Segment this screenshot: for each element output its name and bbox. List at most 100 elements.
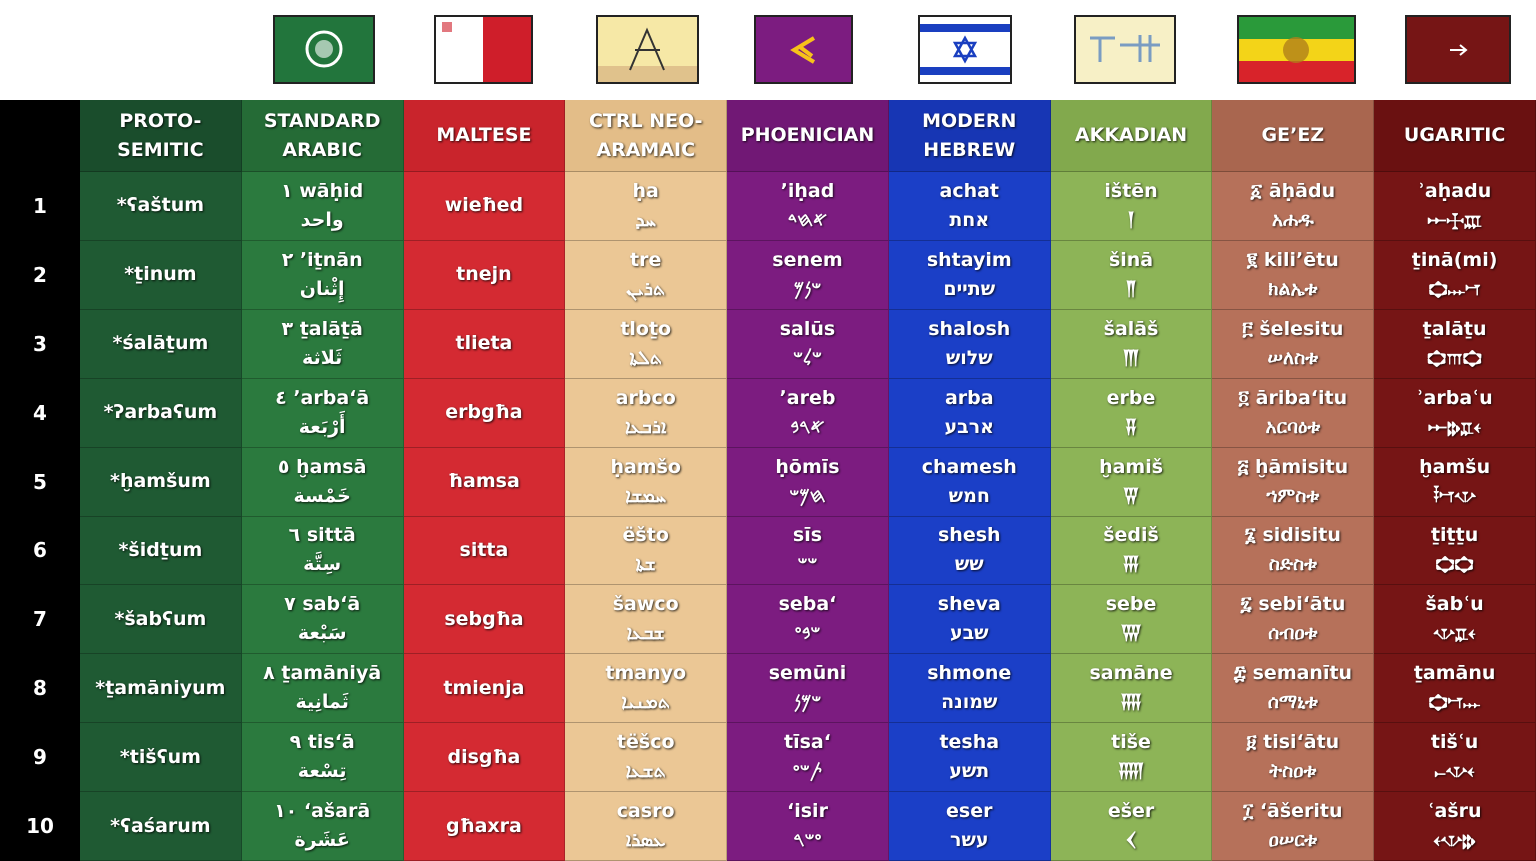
column-header: PHOENICIAN (727, 100, 889, 172)
word-cell: tmanyo ܬܡܢܝܐ (565, 654, 728, 724)
row-number: 10 (0, 792, 80, 861)
native-script: שלוש (945, 346, 993, 369)
native-script: ትስዐቱ (1269, 760, 1317, 783)
word-cell: erbgħa (403, 378, 566, 448)
numbers-table: PROTO- SEMITIC STANDARD ARABIC MALTESE CTRL N… (0, 100, 1536, 861)
flag-arab-league (273, 15, 375, 84)
native-script: ክልኤቱ (1268, 277, 1318, 300)
transliteration: ١ wāḥid (281, 179, 364, 202)
transliteration: ٣ ṯalāṯā (281, 317, 363, 340)
native-script: 𐎓𐎌𐎗 (1433, 829, 1476, 852)
transliteration: ʿašru (1427, 800, 1482, 823)
word-cell: tloṯo ܬܠܬܐ (565, 309, 728, 379)
word-cell: ṯinā(mi) 𐎘𐎐𐎎 (1374, 240, 1536, 310)
native-script: שתיים (943, 277, 996, 300)
transliteration: ṯamānu (1413, 662, 1496, 685)
word-cell: ፩ āḥādu አሐዱ (1212, 172, 1375, 241)
word-cell: ëšto ܫܬܐ (565, 516, 728, 586)
transliteration: *šidṯum (118, 538, 203, 561)
transliteration: sheva (937, 593, 1001, 616)
native-script: واحد (300, 208, 344, 231)
transliteration: senem (772, 248, 843, 271)
header-text: CTRL NEO- (588, 109, 703, 132)
native-script: 𒐉 (1124, 415, 1138, 438)
native-script: ܬܫܥܐ (625, 760, 666, 783)
header-text: PHOENICIAN (740, 124, 875, 146)
column-header: AKKADIAN (1050, 100, 1213, 172)
transliteration: ḫamiš (1099, 455, 1164, 478)
word-cell: ʾarbaʿu 𐎀𐎗𐎁𐎓 (1374, 378, 1536, 448)
transliteration: salūs (779, 317, 836, 340)
native-script: ܥܣܪܐ (625, 829, 666, 852)
word-cell: ٤ ʼarbaʻā أَرْبَعة (241, 378, 404, 448)
transliteration: šabʿu (1425, 593, 1484, 616)
row-number: 4 (0, 378, 80, 448)
word-cell: disgħa (403, 723, 566, 793)
native-script: ثَمانِية (295, 691, 349, 714)
word-cell: tlieta (403, 309, 566, 379)
transliteration: tišʿu (1430, 731, 1479, 754)
word-cell: arbco ܐܪܒܥܐ (565, 378, 728, 448)
word-cell: ١٠ ʻašarā عَشَرة (241, 792, 404, 861)
word-cell: ṯalāṯu 𐎘𐎍𐎘 (1374, 309, 1536, 379)
transliteration: ٩ tisʻā (289, 731, 355, 754)
native-script: ዐሠርቱ (1268, 829, 1318, 852)
row-number-text: 8 (33, 676, 47, 701)
transliteration: tiše (1111, 731, 1151, 754)
word-cell: *šidṯum (80, 516, 242, 586)
row-number: 1 (0, 172, 80, 241)
transliteration: ፪ kiliʼētu (1246, 248, 1339, 271)
word-cell: tišʿu 𐎚𐎌𐎓 (1374, 723, 1536, 793)
transliteration: shalosh (928, 317, 1011, 340)
word-cell: casro ܥܣܪܐ (565, 792, 728, 861)
word-cell: senem 𐤔𐤍𐤌 (727, 240, 889, 310)
word-cell: ʿašru 𐎓𐎌𐎗 (1374, 792, 1536, 861)
transliteration: arbco (615, 386, 676, 409)
transliteration: eser (946, 800, 993, 823)
word-cell: ešer 𒌋 (1050, 792, 1213, 861)
native-script: إِثْنان (299, 277, 345, 300)
native-script: 𐎘𐎐𐎎 (1428, 277, 1481, 300)
transliteration: tëšco (616, 731, 675, 754)
word-cell: ٦ sittā سِتَّة (241, 516, 404, 586)
word-cell: samāne 𒐍 (1050, 654, 1213, 724)
column-header: MODERN HEBREW (888, 100, 1051, 172)
word-cell: għaxra (403, 792, 566, 861)
transliteration: ħamsa (448, 470, 520, 493)
flag-ugaritic (1405, 15, 1511, 84)
transliteration: shtayim (926, 248, 1012, 271)
header-text: UGARITIC (1403, 124, 1506, 146)
word-cell: achat אחת (888, 172, 1051, 241)
word-cell: shmone שמונה (888, 654, 1051, 724)
row-number: 6 (0, 516, 80, 586)
native-script: 𐎃𐎎𐎌 (1433, 484, 1476, 507)
native-script: عَشَرة (294, 829, 350, 852)
header-text: GE’EZ (1261, 124, 1325, 146)
word-cell: ištēn 𒁹 (1050, 172, 1213, 241)
word-cell: *ʔarbaʕum (80, 378, 242, 448)
transliteration: erbgħa (445, 401, 523, 424)
transliteration: erbe (1106, 386, 1156, 409)
transliteration: šediš (1103, 524, 1159, 547)
native-script: 𒐋 (1122, 553, 1140, 576)
word-cell: shtayim שתיים (888, 240, 1051, 310)
native-script: ܬܠܬܐ (629, 346, 662, 369)
native-script: 𐤔𐤔 (797, 553, 818, 576)
native-script: ስድስቱ (1268, 553, 1317, 576)
transliteration: ṯinā(mi) (1411, 248, 1498, 271)
word-cell: sitta (403, 516, 566, 586)
native-script: תשע (949, 760, 990, 783)
transliteration: shmone (927, 662, 1012, 685)
word-cell: ḥamšo ܚܡܫܐ (565, 447, 728, 517)
native-script: ܐܪܒܥܐ (625, 415, 667, 438)
row-number-text: 10 (26, 814, 54, 839)
transliteration: *šabʕum (114, 607, 207, 630)
word-cell: šawco ܫܒܥܐ (565, 585, 728, 655)
word-cell: ፬ āribaʻitu አርባዕቱ (1212, 378, 1375, 448)
transliteration: *ḫamšum (110, 470, 211, 493)
word-cell: ፲ ʻāšeritu ዐሠርቱ (1212, 792, 1375, 861)
row-number: 5 (0, 447, 80, 517)
corner (0, 100, 80, 172)
native-script: 𐤕𐤔𐤏 (792, 760, 823, 783)
